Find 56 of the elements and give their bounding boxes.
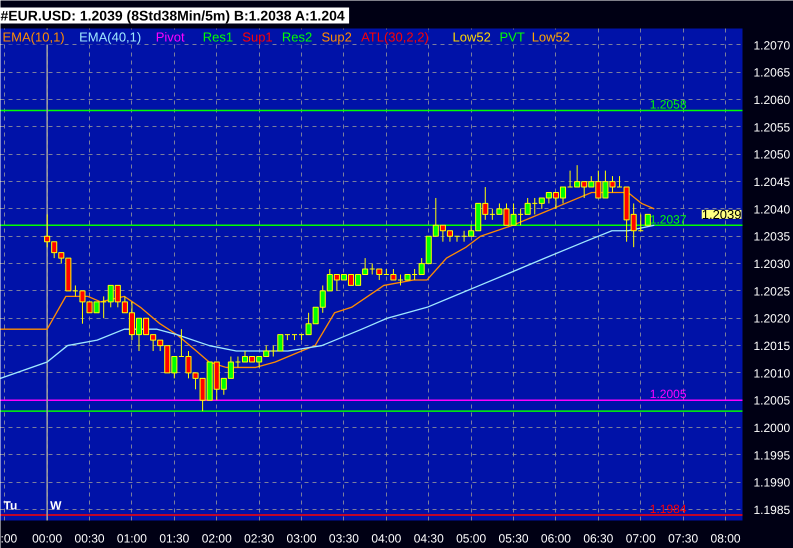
x-tick-label: 03:00 <box>286 532 317 546</box>
annotation: ATL(30,2,2) <box>361 30 429 44</box>
y-tick-label: 1.2025 <box>754 284 791 298</box>
y-tick-label: 1.2050 <box>754 148 791 162</box>
candlestick <box>291 334 298 341</box>
annotation: W <box>50 498 62 512</box>
y-tick-label: 1.2040 <box>754 202 791 216</box>
y-tick-label: 1.2045 <box>754 175 791 190</box>
x-tick-label: 04:30 <box>414 532 444 546</box>
annotation: Low52 <box>452 30 491 44</box>
y-tick-label: 1.2030 <box>754 257 791 272</box>
x-tick-label: 01:00 <box>116 532 148 546</box>
y-tick-label: 1.2060 <box>754 93 791 108</box>
annotation: Res1 <box>202 30 234 44</box>
x-tick-label: 06:00 <box>540 532 572 546</box>
y-tick-label: 1.1990 <box>754 476 791 490</box>
annotation: Sup2 <box>322 30 352 44</box>
annotation: PVT <box>500 30 525 44</box>
y-tick-label: 1.2070 <box>754 38 791 52</box>
x-tick-label: :00 <box>0 532 18 546</box>
x-tick-label: 04:00 <box>371 532 402 546</box>
x-tick-label: 02:00 <box>202 532 232 546</box>
annotation: Tu <box>4 498 18 512</box>
y-tick-label: 1.1995 <box>754 448 791 462</box>
text: EMA(10,1) <box>2 30 65 44</box>
chart-title: #EUR.USD: 1.2039 (8Std38Min/5m) B:1.2038 A:1.204 <box>0 8 345 24</box>
x-tick-label: 06:30 <box>583 532 614 546</box>
ref-line-label: 1.2058 <box>650 98 687 112</box>
y-tick-label: 1.2055 <box>754 120 791 134</box>
y-tick-label: 1.1985 <box>754 503 791 518</box>
ref-line-label: 1.2005 <box>650 387 687 402</box>
annotation: Low52 <box>532 30 570 44</box>
line-series <box>0 224 655 380</box>
y-tick-label: 1.2010 <box>754 366 791 380</box>
x-tick-label: 02:30 <box>244 532 274 546</box>
annotation: Sup1 <box>242 30 273 44</box>
x-tick-label: 08:00 <box>710 532 741 546</box>
annotation: Res2 <box>282 30 312 44</box>
text: EMA(40,1) <box>79 30 142 44</box>
x-tick-label: 00:00 <box>32 532 62 546</box>
annotation: 1.2039 <box>702 206 742 222</box>
y-tick-label: 1.2065 <box>754 66 791 80</box>
x-tick-label: 00:30 <box>74 532 105 546</box>
annotation: Pivot <box>156 30 185 44</box>
y-tick-label: 1.2000 <box>754 421 791 436</box>
x-tick-label: 07:30 <box>668 532 698 546</box>
x-tick-label: 05:00 <box>456 532 486 546</box>
x-tick-label: 03:30 <box>328 532 360 546</box>
y-tick-label: 1.2005 <box>754 394 791 408</box>
x-tick-label: 01:30 <box>159 532 190 546</box>
y-tick-label: 1.2020 <box>754 312 791 326</box>
x-tick-label: 07:00 <box>626 532 656 546</box>
ref-line-label: 1.1984 <box>650 502 687 516</box>
y-tick-label: 1.2015 <box>754 339 791 354</box>
x-tick-label: 05:30 <box>498 532 529 546</box>
y-tick-label: 1.2035 <box>754 230 791 244</box>
